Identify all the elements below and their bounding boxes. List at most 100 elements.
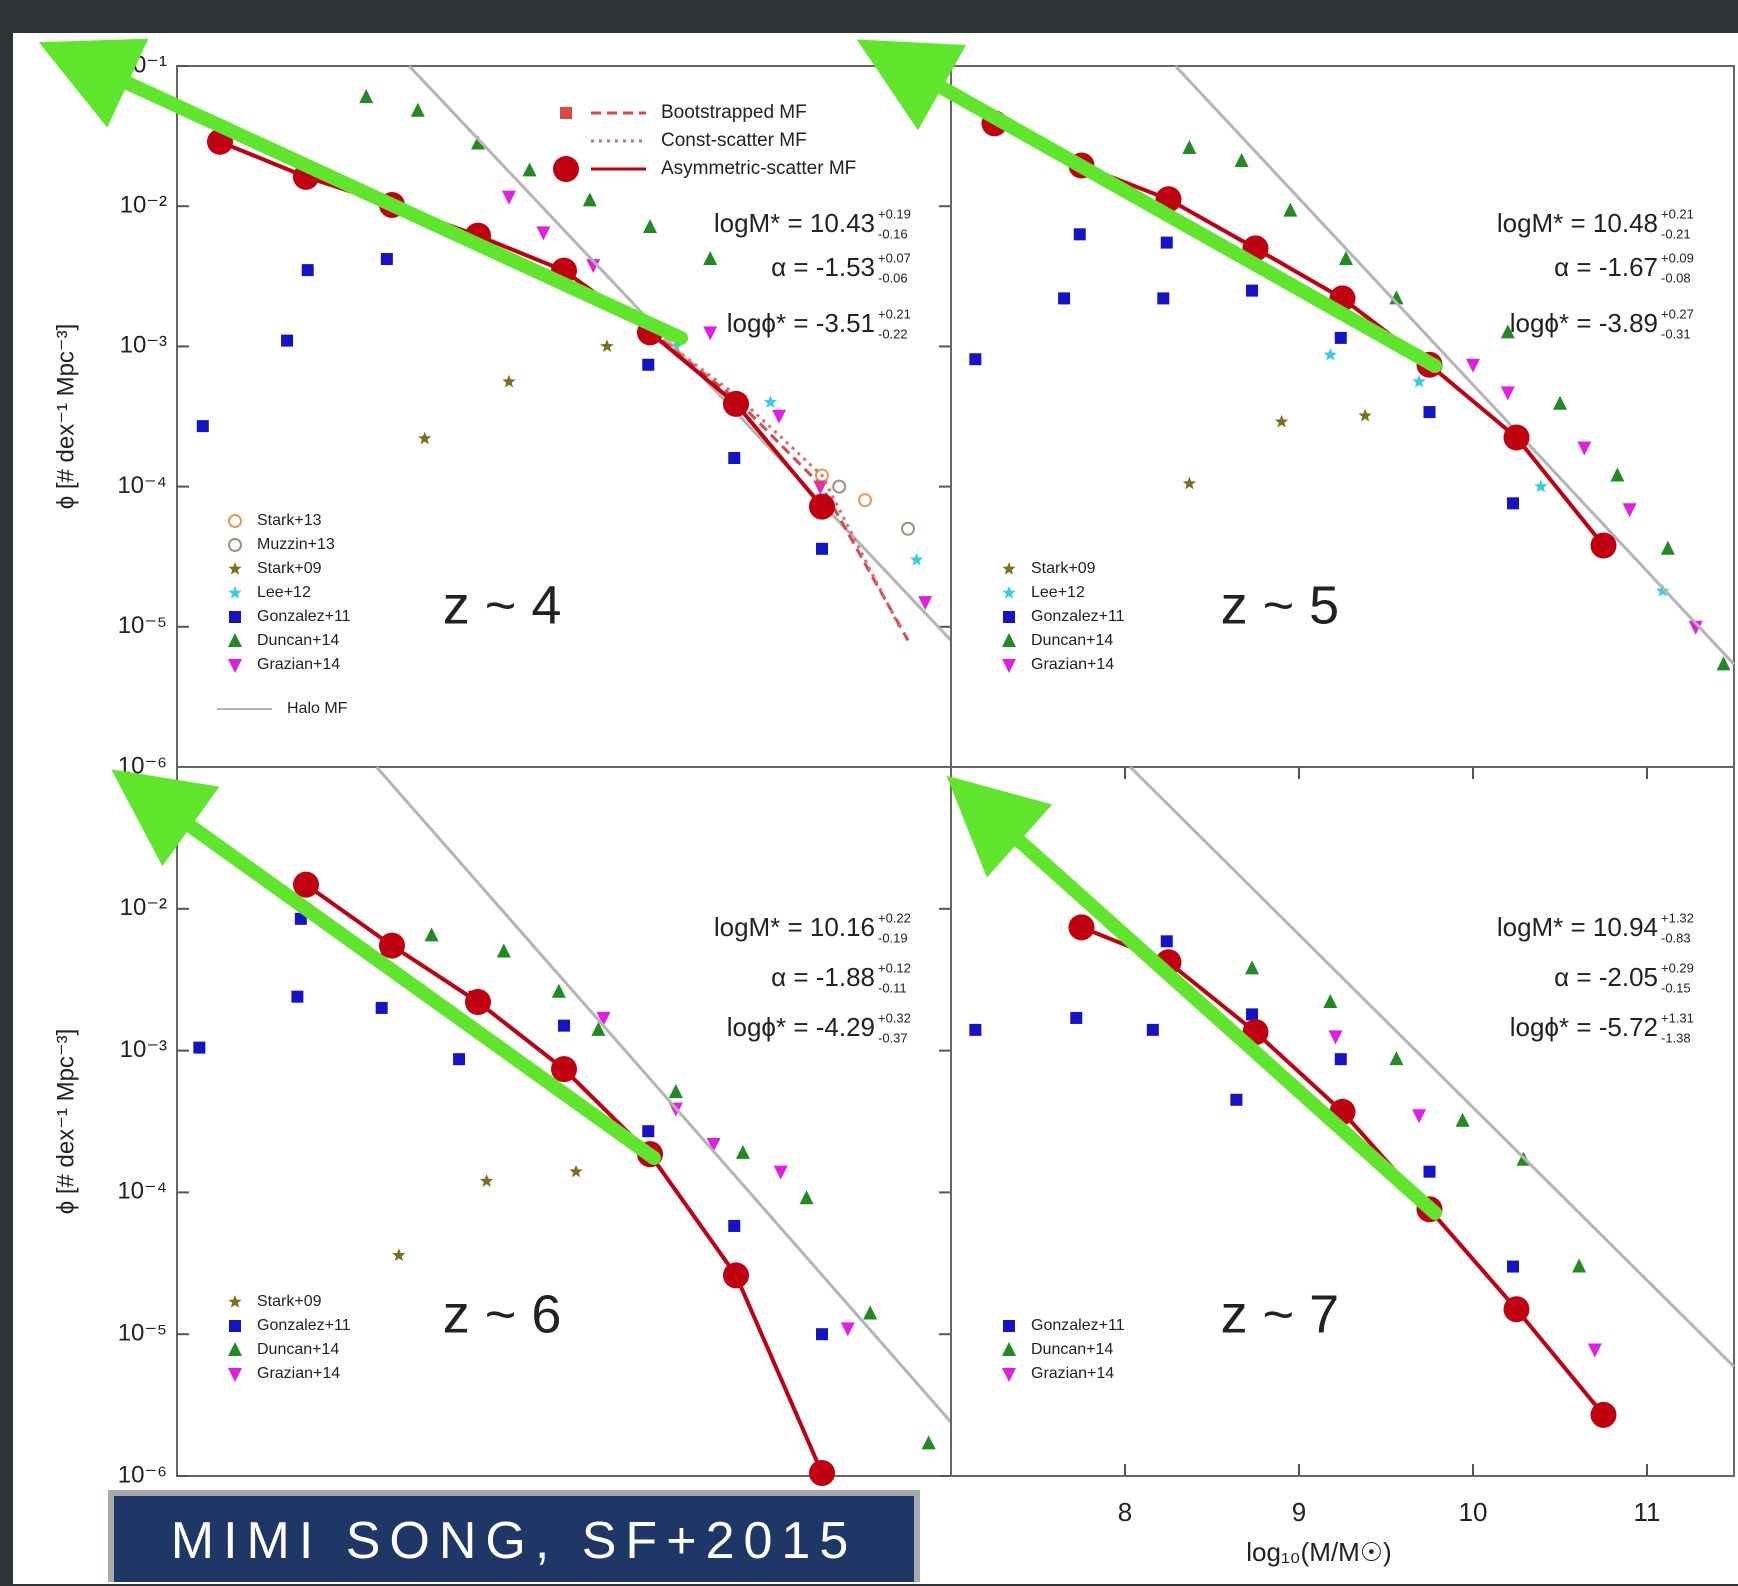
parameter-upper: +0.32 <box>878 1010 911 1025</box>
point <box>1338 251 1353 266</box>
parameter: logM* = 10.16 <box>714 912 875 942</box>
point <box>1466 358 1480 373</box>
point <box>1610 467 1625 482</box>
legend-label: Asymmetric-scatter MF <box>661 158 856 179</box>
point <box>1622 503 1637 518</box>
point <box>728 1219 741 1232</box>
point <box>1507 1260 1520 1273</box>
point <box>1157 292 1170 305</box>
point <box>816 1328 828 1341</box>
point <box>816 542 828 555</box>
panel: 8 9 10 11 log₁₀(M/M☉) Gonzalez+11 Duncan+14 Gra… <box>950 765 1736 1567</box>
arrow <box>946 775 1442 1220</box>
parameter-upper: +0.09 <box>1661 250 1694 265</box>
point <box>669 339 683 353</box>
point <box>410 102 425 117</box>
x-tick-label: 9 <box>1292 1497 1306 1527</box>
point <box>1503 1296 1530 1323</box>
panel-label: z ~ 4 <box>443 575 562 635</box>
legend-marker <box>229 611 241 623</box>
point <box>643 219 657 234</box>
legend-marker <box>228 659 242 673</box>
parameter-lower: -0.83 <box>1661 930 1691 945</box>
parameter-lower: -0.19 <box>878 930 908 945</box>
legend-label: Gonzalez+11 <box>1031 608 1125 625</box>
point <box>380 253 393 266</box>
point <box>1656 584 1670 597</box>
point <box>1358 408 1372 422</box>
y-axis-label: ϕ [# dex⁻¹ Mpc⁻³] <box>52 324 79 509</box>
arrow <box>38 38 688 345</box>
point <box>1058 292 1071 305</box>
point <box>772 409 786 424</box>
point <box>773 1165 788 1180</box>
plot-frame <box>950 766 1735 1477</box>
legend-marker <box>553 156 579 182</box>
parameter: α = -1.53 <box>771 252 875 282</box>
parameter-lower: -0.15 <box>1661 980 1691 995</box>
legend-marker <box>228 538 242 552</box>
parameter: logM* = 10.43 <box>714 208 875 238</box>
point <box>1323 994 1338 1009</box>
point <box>642 358 655 371</box>
point <box>703 251 718 266</box>
series-line <box>1174 64 1736 666</box>
x-tick-label: 11 <box>1634 1497 1661 1527</box>
y-tick-label: 10⁻² <box>120 894 167 921</box>
point <box>1688 620 1703 635</box>
point <box>196 420 209 433</box>
point <box>668 1084 683 1099</box>
legend-label: Gonzalez+11 <box>257 1317 351 1334</box>
point <box>1328 1030 1343 1045</box>
parameter-upper: +0.07 <box>878 250 911 265</box>
point <box>1274 414 1289 428</box>
point <box>1283 202 1298 217</box>
parameter: logM* = 10.48 <box>1497 208 1658 238</box>
point <box>551 983 566 998</box>
point <box>586 259 601 274</box>
point <box>1716 656 1731 671</box>
parameter: logM* = 10.94 <box>1497 912 1658 942</box>
point <box>1334 1053 1347 1066</box>
legend-marker <box>228 1342 242 1356</box>
point <box>1246 1008 1259 1021</box>
point <box>703 326 718 341</box>
point <box>1500 324 1515 339</box>
legend-marker <box>228 514 242 528</box>
parameter: logϕ* = -5.72 <box>1510 1012 1658 1042</box>
point <box>281 334 294 347</box>
parameter-lower: -0.08 <box>1661 270 1691 285</box>
series-line <box>649 329 910 642</box>
parameter-upper: +1.31 <box>1661 1010 1694 1025</box>
legend-marker <box>560 107 572 119</box>
point <box>1070 1011 1083 1024</box>
point <box>901 521 915 536</box>
panel-label: z ~ 6 <box>443 1284 562 1344</box>
point <box>1507 497 1520 510</box>
parameter-upper: +0.21 <box>1661 206 1694 221</box>
x-tick-label: 8 <box>1118 1497 1132 1527</box>
y-axis-label: ϕ [# dex⁻¹ Mpc⁻³] <box>52 1029 79 1214</box>
point <box>375 1001 388 1014</box>
arrow <box>856 39 1442 373</box>
legend-label: Gonzalez+11 <box>1031 1317 1125 1334</box>
point <box>735 1144 750 1159</box>
point <box>582 192 597 207</box>
y-tick-label: 10⁻⁴ <box>117 1178 167 1205</box>
point <box>858 493 872 508</box>
point <box>1146 1023 1159 1036</box>
point <box>600 339 614 353</box>
point <box>969 1023 982 1036</box>
parameter: α = -1.67 <box>1554 252 1658 282</box>
point <box>1389 1051 1404 1066</box>
series-line <box>219 139 824 508</box>
annotation-arrows <box>38 38 1442 1220</box>
parameter-upper: +0.27 <box>1661 306 1694 321</box>
y-tick-label: 10⁻⁶ <box>118 752 167 779</box>
parameter: logϕ* = -3.89 <box>1510 308 1658 338</box>
parameter-lower: -0.22 <box>878 326 908 341</box>
point <box>1323 347 1337 361</box>
point <box>193 1041 206 1054</box>
point <box>1590 1401 1617 1428</box>
